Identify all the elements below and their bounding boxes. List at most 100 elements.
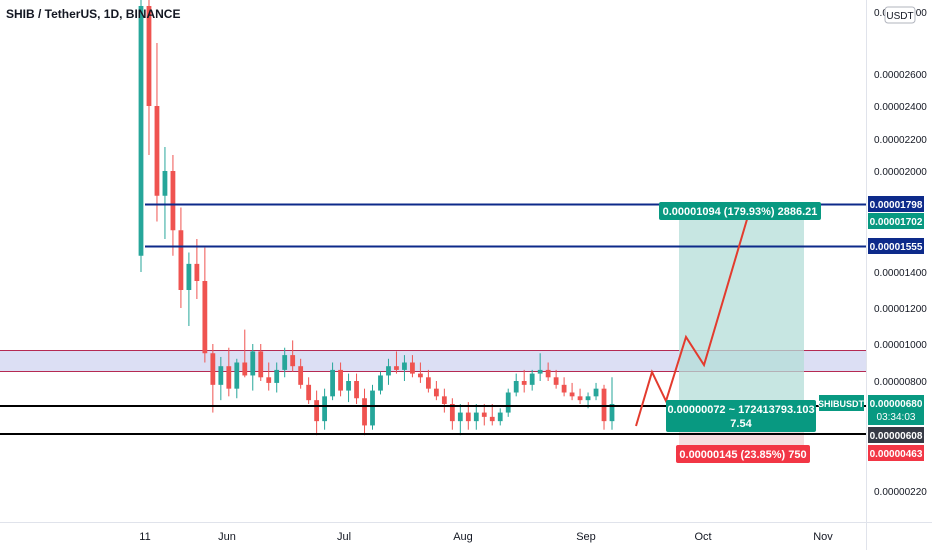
candle-42[interactable] [473,404,479,430]
y-tick-label-7: 0.00001000 [874,340,927,351]
candle-6[interactable] [186,252,192,327]
svg-text:0.00001702: 0.00001702 [870,217,923,228]
candle-34[interactable] [410,355,415,378]
x-tick-label-0: 11 [139,531,150,543]
chart-title: SHIB / TetherUS, 1D, BINANCE [6,7,180,21]
candle-23[interactable] [322,388,328,430]
symbol-tag: SHIBUSDT [818,395,865,411]
candle-35[interactable] [418,362,423,383]
candle-49[interactable] [529,369,535,391]
candle-46[interactable] [505,388,511,417]
candle-47[interactable] [513,373,519,397]
candle-50[interactable] [537,353,543,381]
profit-label: 0.00001094 (179.93%) 2886.21 [659,202,821,220]
candle-9[interactable] [210,344,216,413]
candle-25[interactable] [338,362,343,397]
projection-path[interactable] [635,215,749,427]
y-tick-label-1: 0.00002600 [874,70,927,81]
candle-28[interactable] [362,388,367,436]
candle-12[interactable] [234,358,240,399]
candle-33[interactable] [402,355,407,381]
candle-38[interactable] [441,388,447,413]
candle-5[interactable] [178,207,184,309]
svg-text:7.54: 7.54 [730,418,752,430]
y-tick-label-5: 0.00001400 [874,268,927,279]
candle-29[interactable] [370,384,375,430]
y-tick-label-8: 0.00000800 [874,377,927,388]
candle-17[interactable] [274,362,280,393]
candle-22[interactable] [314,390,320,436]
candle-2[interactable] [154,43,160,222]
svg-text:SHIBUSDT: SHIBUSDT [818,399,865,409]
candle-32[interactable] [394,351,399,374]
time-axis[interactable]: 11 Jun Jul Aug Sep Oct Nov [139,531,833,543]
y-tick-label-4: 0.00002000 [874,167,927,178]
candle-1[interactable] [146,0,152,155]
candle-16[interactable] [266,362,272,391]
candle-40[interactable] [457,404,463,436]
price-tag-stop: 0.00000463 [868,445,924,461]
candle-10[interactable] [218,356,224,401]
candle-0[interactable] [138,0,144,272]
candle-45[interactable] [497,408,503,426]
y-tick-label-6: 0.00001200 [874,304,927,315]
svg-text:03:34:03: 03:34:03 [877,412,916,423]
price-tag-upper-level: 0.00001798 [868,196,924,212]
svg-text:0.00001094 (179.93%) 2886.21: 0.00001094 (179.93%) 2886.21 [663,206,818,218]
profit-zone [679,218,804,407]
y-tick-label-3: 0.00002200 [874,135,927,146]
candle-36[interactable] [425,369,431,393]
candle-51[interactable] [545,362,551,382]
candle-8[interactable] [202,247,208,363]
x-tick-label-1: Jun [218,531,236,543]
svg-text:0.00000608: 0.00000608 [870,431,923,442]
candle-54[interactable] [569,382,575,401]
candle-52[interactable] [553,369,559,389]
candle-20[interactable] [298,358,304,389]
x-tick-label-2: Jul [337,531,351,543]
candle-21[interactable] [306,377,312,404]
candle-44[interactable] [489,404,495,426]
svg-text:0.00000072 ~ 172413793.103: 0.00000072 ~ 172413793.103 [667,404,814,416]
candle-55[interactable] [577,388,583,404]
candle-15[interactable] [258,344,264,381]
loss-label: 0.00000145 (23.85%) 750 [676,445,810,463]
x-tick-label-4: Sep [576,531,596,543]
x-tick-label-5: Oct [694,531,711,543]
candle-27[interactable] [354,373,359,404]
svg-text:0.00000463: 0.00000463 [870,449,923,460]
candle-53[interactable] [561,377,567,397]
candle-26[interactable] [346,373,351,403]
candle-13[interactable] [242,329,248,378]
candle-48[interactable] [521,369,527,393]
candle-24[interactable] [330,362,335,401]
candle-14[interactable] [250,344,256,391]
x-tick-label-3: Aug [453,531,473,543]
candle-57[interactable] [593,382,599,401]
svg-text:0.00000680: 0.00000680 [870,399,923,410]
candle-19[interactable] [290,340,296,372]
candle-30[interactable] [378,371,383,395]
price-tag-last: 0.00000680 03:34:03 [868,395,924,425]
candlestick-series[interactable] [138,0,615,436]
price-tag-entry: 0.00000608 [868,427,924,443]
entry-label: 0.00000072 ~ 172413793.103 7.54 [666,400,816,432]
candle-31[interactable] [386,358,391,385]
candle-39[interactable] [449,398,455,430]
candle-18[interactable] [282,347,288,378]
svg-text:USDT: USDT [886,11,913,22]
y-tick-label-2: 0.00002400 [874,102,927,113]
candle-59[interactable] [609,377,615,430]
candle-11[interactable] [226,347,232,397]
candle-43[interactable] [481,404,487,426]
candle-3[interactable] [162,147,168,239]
candle-58[interactable] [601,384,607,430]
candle-37[interactable] [433,381,439,401]
currency-badge[interactable]: USDT [884,6,916,24]
price-tag-lower-level: 0.00001555 [868,238,924,254]
y-tick-label-9: 0.00000220 [874,487,927,498]
candle-7[interactable] [194,239,200,299]
svg-text:0.00000145 (23.85%) 750: 0.00000145 (23.85%) 750 [679,449,806,461]
